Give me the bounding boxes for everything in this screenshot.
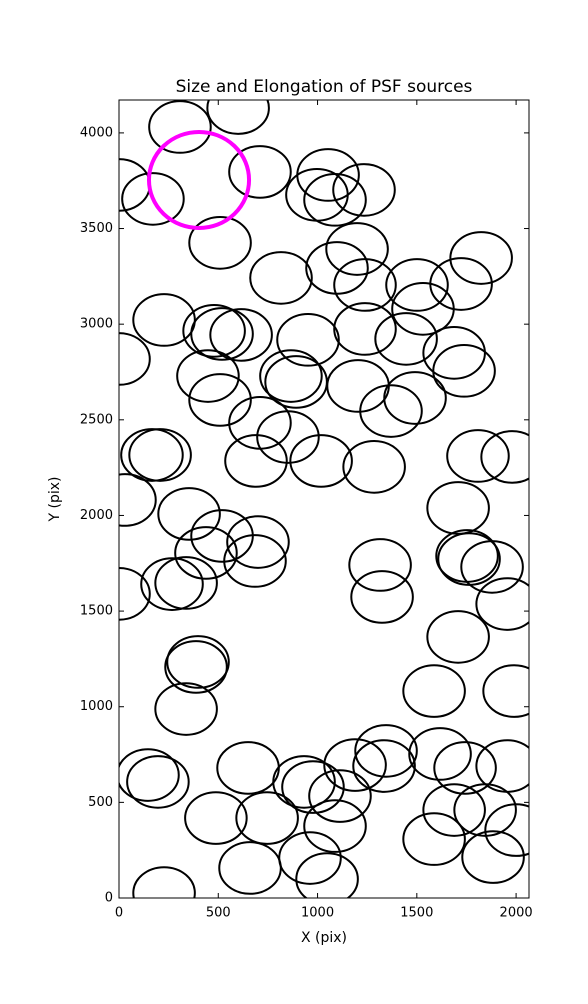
x-axis-label: X (pix) bbox=[301, 930, 347, 946]
psf-ellipse bbox=[223, 534, 287, 588]
psf-ellipse bbox=[480, 430, 529, 484]
psf-ellipse bbox=[295, 852, 359, 898]
psf-ellipse bbox=[228, 396, 292, 450]
y-tick-label: 0 bbox=[105, 891, 113, 906]
psf-ellipse bbox=[432, 344, 496, 398]
psf-ellipse bbox=[391, 282, 455, 336]
y-tick-label: 3000 bbox=[80, 317, 113, 332]
x-tick-label: 1500 bbox=[400, 906, 433, 921]
psf-ellipse bbox=[128, 428, 192, 482]
y-tick-label: 1500 bbox=[80, 604, 113, 619]
psf-ellipse bbox=[224, 434, 288, 488]
x-tick-label: 1000 bbox=[301, 906, 334, 921]
psf-ellipse bbox=[446, 429, 510, 483]
psf-ellipse bbox=[154, 556, 218, 610]
psf-ellipse bbox=[218, 841, 282, 895]
psf-ellipse bbox=[188, 216, 252, 270]
psf-ellipse bbox=[350, 570, 414, 624]
psf-ellipse bbox=[303, 173, 367, 227]
psf-ellipse bbox=[140, 557, 204, 611]
psf-ellipse bbox=[333, 258, 397, 312]
psf-ellipse bbox=[228, 145, 292, 199]
y-tick-label: 500 bbox=[88, 795, 113, 810]
psf-ellipse bbox=[383, 371, 447, 425]
x-tick-label: 500 bbox=[206, 906, 231, 921]
y-tick-label: 4000 bbox=[80, 125, 113, 140]
psf-ellipse bbox=[119, 567, 151, 621]
psf-ellipse bbox=[342, 440, 406, 494]
psf-ellipse bbox=[119, 473, 157, 527]
psf-ellipse bbox=[154, 682, 218, 736]
psf-ellipse bbox=[209, 308, 273, 362]
y-axis-label: Y (pix) bbox=[47, 477, 63, 523]
psf-ellipse bbox=[303, 799, 367, 853]
psf-ellipse bbox=[119, 332, 151, 386]
psf-ellipse bbox=[190, 307, 254, 361]
plot-area bbox=[119, 100, 529, 898]
psf-ellipse bbox=[216, 741, 280, 795]
psf-ellipse bbox=[354, 724, 418, 778]
psf-ellipse bbox=[422, 783, 486, 837]
psf-ellipse bbox=[460, 540, 524, 594]
chart-title: Size and Elongation of PSF sources bbox=[176, 77, 473, 97]
psf-ellipse bbox=[325, 222, 389, 276]
psf-ellipse bbox=[120, 428, 184, 482]
psf-ellipse bbox=[449, 231, 513, 285]
psf-ellipse bbox=[374, 312, 438, 366]
psf-ellipse bbox=[259, 349, 323, 403]
x-tick-label: 2000 bbox=[500, 906, 533, 921]
psf-ellipse bbox=[426, 610, 490, 664]
psf-ellipse bbox=[166, 635, 230, 689]
y-tick-label: 2000 bbox=[80, 508, 113, 523]
psf-ellipse bbox=[121, 172, 185, 226]
psf-ellipse bbox=[235, 791, 299, 845]
psf-ellipse bbox=[308, 769, 372, 823]
psf-ellipse bbox=[433, 741, 497, 795]
y-tick-label: 3500 bbox=[80, 221, 113, 236]
psf-ellipse bbox=[164, 640, 228, 694]
x-tick-label: 0 bbox=[115, 906, 123, 921]
psf-ellipse bbox=[174, 526, 238, 580]
psf-ellipse bbox=[148, 100, 212, 154]
psf-ellipse bbox=[281, 760, 345, 814]
psf-ellipse bbox=[332, 163, 396, 217]
psf-ellipse bbox=[475, 577, 529, 631]
psf-ellipse bbox=[484, 803, 529, 857]
psf-ellipse bbox=[272, 755, 336, 809]
psf-ellipse bbox=[323, 738, 387, 792]
axes-frame bbox=[118, 99, 530, 899]
psf-ellipse bbox=[276, 313, 340, 367]
psf-ellipse bbox=[408, 727, 472, 781]
psf-ellipse bbox=[206, 100, 270, 135]
psf-ellipse bbox=[359, 384, 423, 438]
psf-ellipse bbox=[176, 349, 240, 403]
psf-ellipse bbox=[333, 302, 397, 356]
psf-ellipse bbox=[348, 538, 412, 592]
psf-ellipse bbox=[126, 755, 190, 809]
psf-ellipse bbox=[402, 812, 466, 866]
psf-ellipse bbox=[188, 373, 252, 427]
psf-ellipse bbox=[385, 258, 449, 312]
highlight-ellipse bbox=[146, 129, 252, 230]
psf-ellipse bbox=[461, 830, 525, 884]
psf-ellipse bbox=[426, 481, 490, 535]
psf-ellipse bbox=[184, 791, 248, 845]
psf-ellipse bbox=[256, 410, 320, 464]
psf-ellipse bbox=[119, 748, 180, 802]
psf-ellipse bbox=[352, 739, 416, 793]
psf-ellipse bbox=[402, 664, 466, 718]
psf-ellipse bbox=[226, 515, 290, 569]
psf-ellipse bbox=[132, 866, 196, 898]
y-tick-label: 2500 bbox=[80, 412, 113, 427]
psf-ellipse bbox=[157, 487, 221, 541]
psf-ellipse bbox=[289, 434, 353, 488]
psf-ellipse bbox=[249, 251, 313, 305]
psf-ellipse bbox=[182, 304, 246, 358]
psf-ellipse bbox=[482, 664, 529, 718]
y-tick-label: 1000 bbox=[80, 699, 113, 714]
